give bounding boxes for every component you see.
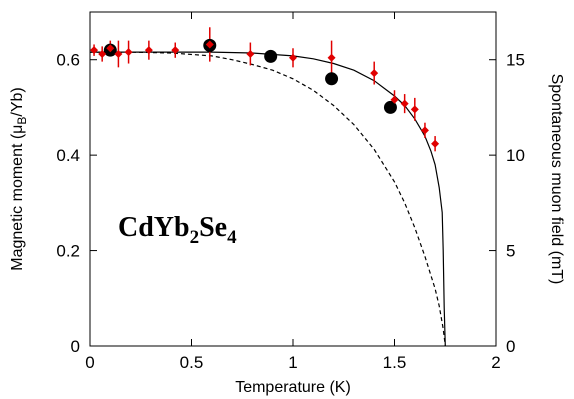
muon-field-point <box>420 126 429 135</box>
dashed-fit-line <box>90 51 446 347</box>
muon-field-point <box>327 53 336 62</box>
muon-field-point <box>390 95 399 104</box>
muon-field-point <box>431 139 440 148</box>
muon-field-point <box>246 49 255 58</box>
x-tick-label: 0 <box>85 353 94 372</box>
muon-field-point <box>90 46 99 55</box>
compound-label-sub2: 4 <box>227 227 237 248</box>
y-left-tick-label: 0 <box>71 337 80 356</box>
y-axis-left-label-sub: B <box>15 117 29 125</box>
axis-ticks <box>89 12 497 347</box>
compound-label: CdYb2Se4 <box>118 212 237 248</box>
muon-field-point <box>205 40 214 49</box>
y-axis-left-label: Magnetic moment (μB/Yb) <box>9 87 29 271</box>
muon-field-point <box>114 49 123 58</box>
x-tick-label: 2 <box>491 353 500 372</box>
muon-field-point <box>410 105 419 114</box>
y-axis-left-label-post: /Yb) <box>9 87 26 116</box>
muon-field-point <box>289 53 297 62</box>
compound-label-mid: Se <box>199 212 227 243</box>
y-left-tick-label: 0.4 <box>56 146 80 165</box>
muon-field-point <box>106 44 115 53</box>
y-axis-right-label: Spontaneous muon field (mT) <box>548 74 565 285</box>
y-axis-left-label-pre: Magnetic moment (μ <box>9 125 26 271</box>
magnetic-moment-point <box>383 100 397 114</box>
solid-fit-line <box>90 51 446 347</box>
x-tick-label: 0.5 <box>180 353 204 372</box>
muon-field-point <box>98 49 107 58</box>
data-markers <box>90 38 440 148</box>
muon-field-point <box>171 46 180 55</box>
magnetic-moment-point <box>325 72 339 86</box>
muon-field-point <box>124 48 133 57</box>
fit-curves <box>90 51 446 347</box>
magnetic-moment-point <box>264 49 278 63</box>
y-left-tick-label: 0.6 <box>56 51 80 70</box>
y-right-tick-label: 0 <box>506 337 515 356</box>
y-right-tick-label: 10 <box>506 146 525 165</box>
y-right-tick-label: 5 <box>506 242 515 261</box>
x-axis-label: Temperature (K) <box>235 379 351 396</box>
x-tick-label: 1.5 <box>383 353 407 372</box>
muon-field-point <box>400 99 409 108</box>
compound-label-base: CdYb <box>118 212 190 243</box>
error-bars <box>93 27 436 152</box>
y-left-tick-label: 0.2 <box>56 242 80 261</box>
compound-label-sub1: 2 <box>190 227 200 248</box>
muon-field-point <box>144 46 153 55</box>
x-tick-label: 1 <box>288 353 297 372</box>
muon-field-point <box>370 69 379 78</box>
y-right-tick-label: 15 <box>506 51 525 70</box>
